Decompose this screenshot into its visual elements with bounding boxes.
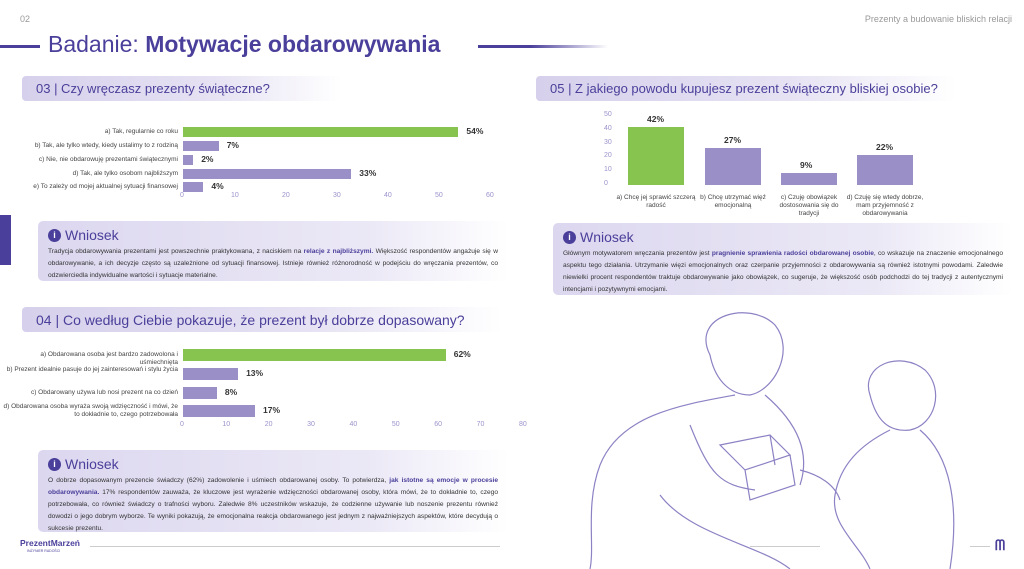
footer-logo: PrezentMarzeń [20, 538, 80, 548]
bar [183, 127, 459, 137]
brand-mark-icon: ᗰ [995, 537, 1006, 553]
conclusion-title: Wniosek [580, 229, 634, 245]
q04-heading: 04 | Co według Ciebie pokazuje, że preze… [22, 307, 502, 332]
bar-label: a) Obdarowana osoba jest bardzo zadowolo… [40, 351, 178, 366]
bar-value: 33% [359, 168, 377, 178]
bar-value: 54% [466, 126, 484, 136]
title-line-left [0, 45, 40, 48]
bar [183, 349, 446, 361]
bar-value: 2% [201, 154, 214, 164]
bar-label: d) Tak, ale tylko osobom najbliższym [72, 170, 178, 177]
axis-tick: 0 [604, 180, 608, 187]
axis-tick: 40 [384, 192, 392, 199]
footer-line-short [970, 546, 990, 547]
axis-tick: 20 [282, 192, 290, 199]
axis-tick: 50 [435, 192, 443, 199]
axis-tick: 30 [307, 421, 315, 428]
footer-line-right [750, 546, 820, 547]
bar [183, 387, 217, 399]
axis-tick: 40 [604, 124, 612, 132]
bar-label: b) Chcę utrzymać więź emocjonalną [700, 194, 766, 209]
axis-tick: 70 [476, 421, 485, 428]
axis-tick: 50 [604, 111, 612, 118]
footer-logo-tagline: INŻYNIER RADOŚCI [27, 549, 61, 553]
conclusion-text: Głównym motywatorem wręczania prezentów … [563, 250, 1003, 293]
title-bold: Motywacje obdarowywania [145, 31, 441, 57]
bar-value: 22% [876, 141, 894, 152]
axis-tick: 60 [486, 192, 494, 199]
q03-conclusion: i Wniosek Tradycja obdarowywania prezenta… [38, 221, 508, 281]
q05-heading: 05 | Z jakiego powodu kupujesz prezent ś… [536, 76, 956, 101]
bar-label: e) To zależy od mojej aktualnej sytuacji… [33, 183, 178, 190]
bar-value: 9% [800, 159, 813, 170]
bar-value: 27% [724, 134, 742, 145]
axis-tick: 30 [333, 192, 341, 199]
bar-label: c) Nie, nie obdarowuję prezentami świąte… [38, 156, 178, 163]
info-icon: i [563, 230, 576, 244]
bar [183, 405, 256, 417]
bar-value: 17% [263, 405, 281, 415]
bar-label: c) Czuję obowiązek dostosowania się do t… [779, 194, 839, 217]
axis-tick: 10 [222, 421, 231, 428]
axis-tick: 0 [180, 421, 184, 428]
axis-tick: 40 [349, 421, 358, 428]
bar-value: 42% [647, 114, 665, 125]
bar-label: a) Tak, regularnie co roku [104, 128, 178, 135]
title-regular: Badanie: [48, 31, 146, 57]
gift-giving-illustration [589, 312, 955, 569]
conclusion-text: Tradycja obdarowywania prezentami jest p… [48, 248, 498, 279]
bar-label: c) Obdarowany używa lub nosi prezent na … [30, 389, 178, 396]
bar-label: d) Obdarowana osoba wyraża swoją wdzięcz… [3, 403, 179, 418]
page-number: 02 [20, 14, 31, 24]
conclusion-title: Wniosek [65, 227, 119, 243]
document-title: Prezenty a budowanie bliskich relacji [864, 14, 1012, 24]
bar-label: b) Tak, ale tylko wtedy, kiedy ustalimy … [34, 142, 178, 149]
axis-tick: 80 [519, 421, 527, 428]
footer-line [90, 546, 500, 547]
q03-heading: 03 | Czy wręczasz prezenty świąteczne? [22, 76, 342, 101]
info-icon: i [48, 457, 61, 471]
axis-tick: 60 [434, 421, 443, 428]
bar-value: 8% [224, 387, 238, 397]
bar [628, 127, 684, 185]
page-title: Badanie: Motywacje obdarowywania [48, 31, 440, 58]
bar [183, 182, 204, 192]
q04-conclusion: i Wniosek O dobrze dopasowanym prezencie … [38, 450, 508, 532]
axis-tick: 20 [604, 152, 612, 160]
bar [183, 141, 219, 151]
bar-value: 62% [453, 349, 471, 359]
bar [857, 154, 913, 185]
bar-label: b) Prezent idealnie pasuje do jej zainte… [6, 366, 178, 373]
bar-value: 7% [226, 140, 239, 150]
axis-tick: 10 [604, 166, 612, 174]
axis-tick: 50 [391, 421, 400, 428]
side-accent [0, 215, 11, 265]
bar-label: a) Chcę jej sprawić szczerą radość [616, 194, 696, 209]
bar [781, 172, 837, 185]
axis-tick: 10 [231, 192, 239, 199]
bar-label: d) Czuję się wtedy dobrze, mam przyjemno… [846, 194, 924, 217]
bar [705, 147, 761, 185]
axis-tick: 20 [264, 421, 273, 428]
axis-tick: 0 [180, 192, 184, 199]
q05-conclusion: i Wniosek Głównym motywatorem wręczania p… [553, 223, 1013, 295]
conclusion-title: Wniosek [65, 456, 119, 472]
bar-value: 4% [211, 181, 224, 191]
title-line-right [478, 45, 608, 48]
axis-tick: 30 [604, 138, 612, 146]
info-icon: i [48, 228, 61, 242]
bar-value: 13% [246, 368, 264, 378]
conclusion-text: O dobrze dopasowanym prezencie świadczy … [48, 477, 498, 532]
bar [183, 368, 239, 380]
bar [183, 169, 352, 179]
bar [183, 155, 194, 165]
